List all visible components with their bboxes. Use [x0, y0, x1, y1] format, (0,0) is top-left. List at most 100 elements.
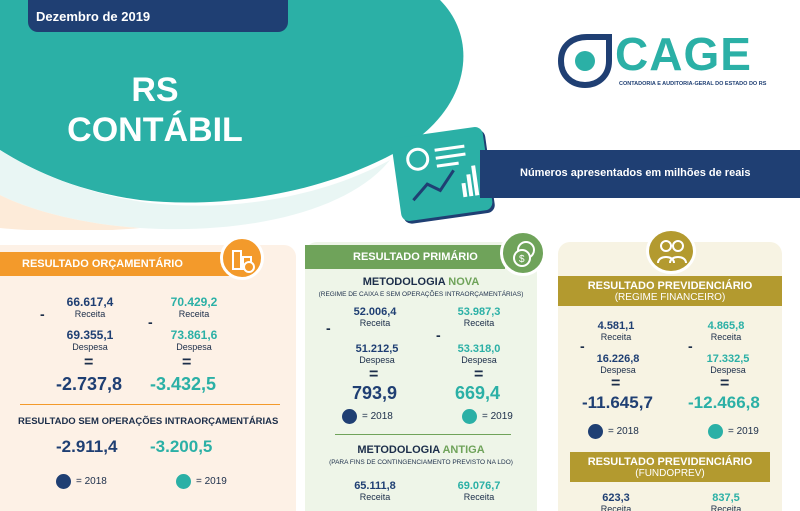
receita-label: Receita — [359, 318, 391, 328]
analytics-illustration — [390, 126, 494, 222]
date-banner: Dezembro de 2019 — [28, 0, 288, 32]
dot-2018-icon — [342, 409, 357, 424]
eye-logo-icon — [557, 34, 612, 89]
equals-sign: = — [84, 354, 94, 371]
legend-2019: = 2019 — [708, 424, 759, 439]
previdenciario-icon-badge — [646, 228, 696, 274]
nova-2018-despesa-value: 51.212,5 — [355, 343, 399, 355]
equals-sign: = — [720, 375, 730, 392]
minus-sign: - — [580, 338, 585, 354]
panel-orcamentario — [0, 245, 296, 511]
prev-fin-title-bar: RESULTADO PREVIDENCIÁRIO (REGIME FINANCE… — [558, 276, 782, 306]
primario-icon-badge: $ — [500, 230, 546, 276]
receita-label: Receita — [710, 332, 742, 342]
legend-2019: = 2019 — [462, 409, 513, 424]
antiga-2018-receita-value: 65.111,8 — [354, 480, 396, 492]
legend-2019-label: = 2019 — [482, 411, 513, 422]
fin-2018-receita-value: 4.581,1 — [597, 320, 635, 332]
receita-label: Receita — [600, 504, 632, 511]
antiga-heading: METODOLOGIA ANTIGA — [305, 444, 537, 456]
divider — [335, 434, 511, 435]
legend-2019-label: = 2019 — [728, 426, 759, 437]
legend-2018: = 2018 — [342, 409, 393, 424]
orcamentario-title: RESULTADO ORÇAMENTÁRIO — [22, 258, 183, 270]
primario-title: RESULTADO PRIMÁRIO — [353, 251, 478, 263]
nova-2019-receita-value: 53.987,3 — [457, 306, 501, 318]
receita-label: Receita — [463, 318, 495, 328]
fin-2018-resultado: -11.645,7 — [582, 393, 653, 412]
nova-2019-receita: 53.987,3 Receita — [444, 306, 514, 328]
fin-2019-despesa-value: 17.332,5 — [706, 353, 750, 365]
orc-2018-resultado: -2.737,8 — [56, 374, 123, 394]
antiga-prefix: METODOLOGIA — [357, 444, 443, 456]
orc-2019-receita-value: 70.429,2 — [170, 295, 218, 309]
despesa-label: Despesa — [359, 355, 395, 365]
dot-2018-icon — [588, 424, 603, 439]
people-icon — [657, 240, 687, 264]
panel-primario — [305, 242, 537, 511]
dot-2019-icon — [708, 424, 723, 439]
dot-2018-icon — [56, 474, 71, 489]
fund-2018-receita: 623,3 Receita — [580, 492, 652, 511]
despesa-label: Despesa — [600, 365, 636, 375]
equals-sign: = — [182, 354, 192, 371]
fund-2018-receita-value: 623,3 — [602, 492, 630, 504]
note-banner: Números apresentados em milhões de reais — [480, 150, 800, 198]
fin-2018-despesa: 16.226,8 Despesa — [582, 353, 654, 375]
fin-2018-despesa-value: 16.226,8 — [596, 353, 640, 365]
fund-2019-receita: 837,5 Receita — [690, 492, 762, 511]
orc-2018-receita: 66.617,4 Receita — [55, 295, 125, 319]
equals-sign: = — [611, 375, 621, 392]
primario-title-bar: RESULTADO PRIMÁRIO — [305, 245, 505, 269]
sem-op-2018: -2.911,4 — [56, 437, 118, 456]
nova-2018-despesa: 51.212,5 Despesa — [342, 343, 412, 365]
nova-2018-receita: 52.006,4 Receita — [340, 306, 410, 328]
legend-2019: = 2019 — [176, 474, 227, 489]
receita-label: Receita — [74, 309, 106, 319]
orcamentario-icon-badge — [220, 236, 264, 280]
chart-card-icon — [406, 144, 480, 202]
receita-label: Receita — [710, 504, 742, 511]
fin-2019-despesa: 17.332,5 Despesa — [692, 353, 764, 375]
orc-2019-receita: 70.429,2 Receita — [158, 295, 230, 319]
receita-label: Receita — [463, 492, 495, 502]
orc-2019-despesa: 73.861,6 Despesa — [158, 328, 230, 352]
cage-logo: CAGE CONTADORIA E AUDITORIA-GERAL DO EST… — [555, 28, 767, 93]
despesa-label: Despesa — [461, 355, 497, 365]
coins-chart-icon — [232, 250, 255, 273]
fin-2018-receita: 4.581,1 Receita — [580, 320, 652, 342]
antiga-2019-receita: 69.076,7 Receita — [444, 480, 514, 502]
legend-2018-label: = 2018 — [608, 426, 639, 437]
antiga-2019-receita-value: 69.076,7 — [457, 480, 501, 492]
nova-heading: METODOLOGIA NOVA — [305, 276, 537, 288]
prev-fin-title: RESULTADO PREVIDENCIÁRIO — [587, 280, 753, 292]
orc-2018-despesa: 69.355,1 Despesa — [55, 328, 125, 352]
logo-subtitle: CONTADORIA E AUDITORIA-GERAL DO ESTADO D… — [619, 81, 767, 87]
prev-fund-title-bar: RESULTADO PREVIDENCIÁRIO (FUNDOPREV) — [570, 452, 770, 482]
sem-op-2019: -3.200,5 — [150, 437, 213, 456]
nova-2019-despesa: 53.318,0 Despesa — [444, 343, 514, 365]
prev-fund-title: RESULTADO PREVIDENCIÁRIO — [587, 456, 753, 468]
orcamentario-title-bar: RESULTADO ORÇAMENTÁRIO — [0, 252, 234, 276]
despesa-label: Despesa — [72, 342, 108, 352]
receita-label: Receita — [600, 332, 632, 342]
orc-2018-despesa-value: 69.355,1 — [66, 328, 114, 342]
nova-2019-resultado: 669,4 — [455, 383, 501, 403]
nova-prefix: METODOLOGIA — [362, 276, 449, 288]
legend-2019-label: = 2019 — [196, 476, 227, 487]
antiga-subtitle: (PARA FINS DE CONTINGENCIAMENTO PREVISTO… — [329, 459, 513, 466]
coins-icon: $ — [513, 241, 535, 267]
nova-word: NOVA — [448, 276, 480, 288]
legend-2018: = 2018 — [588, 424, 639, 439]
dot-2019-icon — [176, 474, 191, 489]
fin-2019-resultado: -12.466,8 — [688, 393, 760, 412]
logo-text: CAGE — [615, 28, 752, 80]
date-text: Dezembro de 2019 — [36, 9, 151, 24]
minus-sign: - — [326, 320, 331, 336]
orc-2019-despesa-value: 73.861,6 — [170, 328, 218, 342]
minus-sign: - — [688, 338, 693, 354]
note-text: Números apresentados em milhões de reais — [520, 167, 751, 179]
legend-2018-label: = 2018 — [76, 476, 107, 487]
minus-sign: - — [148, 314, 153, 330]
legend-2018-label: = 2018 — [362, 411, 393, 422]
